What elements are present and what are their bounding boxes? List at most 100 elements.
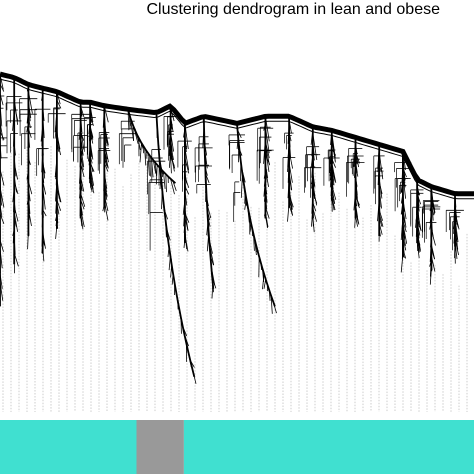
- branch-strand: [42, 113, 45, 139]
- branch-strand: [56, 141, 59, 150]
- branch-strand: [55, 214, 58, 221]
- branch-strand: [132, 125, 134, 141]
- branch-strand: [430, 229, 436, 246]
- branch-strand: [41, 242, 44, 254]
- branch-strand: [311, 139, 314, 157]
- branch-strand: [42, 186, 46, 210]
- branch-strand: [133, 127, 139, 144]
- dendrogram-branch: [256, 116, 274, 229]
- dendrogram-branch: [323, 130, 340, 212]
- dendrogram-branch: [282, 116, 296, 222]
- branch-strand: [103, 105, 109, 123]
- branch-strand: [55, 169, 58, 179]
- branch-strand: [416, 203, 419, 214]
- dendrogram-branch: [147, 112, 197, 384]
- branch-strand: [80, 105, 85, 118]
- branch-strand: [56, 203, 60, 215]
- branch-strand: [78, 124, 81, 140]
- branch-strand: [416, 239, 421, 251]
- branch-strand: [87, 148, 91, 162]
- branch-strand: [206, 203, 212, 219]
- branch-strand: [89, 128, 94, 140]
- branch-strand: [55, 173, 58, 180]
- branch-strand: [260, 262, 262, 271]
- branch-strand: [191, 368, 197, 384]
- branch-strand: [204, 167, 208, 176]
- branch-strand: [80, 163, 85, 178]
- branch-strand: [80, 209, 85, 227]
- branch-strand: [28, 134, 31, 148]
- branch-strand: [208, 238, 213, 254]
- branch-strand: [56, 184, 62, 203]
- branch-strand: [170, 132, 174, 152]
- branch-strand: [182, 199, 186, 215]
- branch-strand: [13, 143, 16, 156]
- branch-strand: [55, 225, 58, 239]
- branch-strand: [355, 182, 358, 195]
- branch-strand: [40, 126, 44, 142]
- branch-strand: [28, 192, 31, 214]
- branch-strand: [265, 141, 270, 159]
- branch-strand: [79, 156, 81, 168]
- branch-strand: [310, 154, 314, 167]
- module-segment-turquoise: [0, 420, 137, 474]
- branch-strand: [26, 84, 29, 92]
- branch-strand: [204, 154, 207, 164]
- branch-strand: [42, 231, 46, 249]
- branch-strand: [0, 281, 4, 301]
- branch-strand: [13, 218, 17, 227]
- dendrogram-branch: [421, 186, 441, 285]
- branch-strand: [159, 161, 164, 175]
- branch-strand: [263, 178, 266, 197]
- branch-strand: [56, 188, 61, 203]
- branch-strand: [88, 120, 91, 135]
- branch-strand: [139, 143, 142, 163]
- branch-strand: [211, 272, 214, 293]
- branch-strand: [79, 173, 81, 190]
- branch-strand: [204, 142, 208, 156]
- branch-strand: [402, 229, 406, 246]
- branch-strand: [0, 195, 3, 206]
- module-color-bar: [0, 420, 474, 474]
- dendrogram-branch: [83, 102, 96, 194]
- branch-strand: [103, 172, 108, 189]
- branch-strand: [378, 213, 384, 227]
- dendrogram-branch: [5, 77, 23, 274]
- branch-strand: [331, 199, 333, 206]
- branch-strand: [89, 145, 94, 160]
- branch-strand: [165, 174, 167, 193]
- branch-strand: [402, 164, 406, 181]
- branch-strand: [170, 143, 174, 160]
- branch-strand: [13, 252, 19, 267]
- branch-strand: [80, 199, 85, 210]
- branch-strand: [103, 142, 109, 163]
- branch-strand: [416, 234, 421, 246]
- branch-strand: [13, 212, 18, 232]
- branch-strand: [237, 129, 242, 138]
- branch-strand: [378, 195, 381, 208]
- branch-strand: [79, 183, 81, 199]
- branch-strand: [184, 138, 188, 150]
- branch-strand: [42, 209, 47, 217]
- branch-strand: [270, 295, 273, 314]
- branch-strand: [402, 226, 406, 239]
- dendrogram-branch: [346, 137, 365, 228]
- branch-strand: [205, 173, 210, 183]
- branch-strand: [89, 169, 94, 190]
- branch-strand: [355, 166, 359, 177]
- branch-strand: [238, 148, 243, 156]
- branch-strand: [13, 104, 19, 122]
- branch-strand: [56, 221, 58, 229]
- branch-strand: [331, 173, 334, 181]
- dendrogram-branch: [118, 109, 177, 195]
- branch-strand: [206, 191, 208, 204]
- branch-strand: [429, 212, 432, 224]
- branch-strand: [0, 131, 5, 140]
- branch-strand: [0, 239, 4, 252]
- branch-strand: [13, 181, 19, 195]
- branch-strand: [355, 195, 360, 206]
- branch-strand: [42, 107, 45, 122]
- dendrogram-branches: [0, 74, 464, 384]
